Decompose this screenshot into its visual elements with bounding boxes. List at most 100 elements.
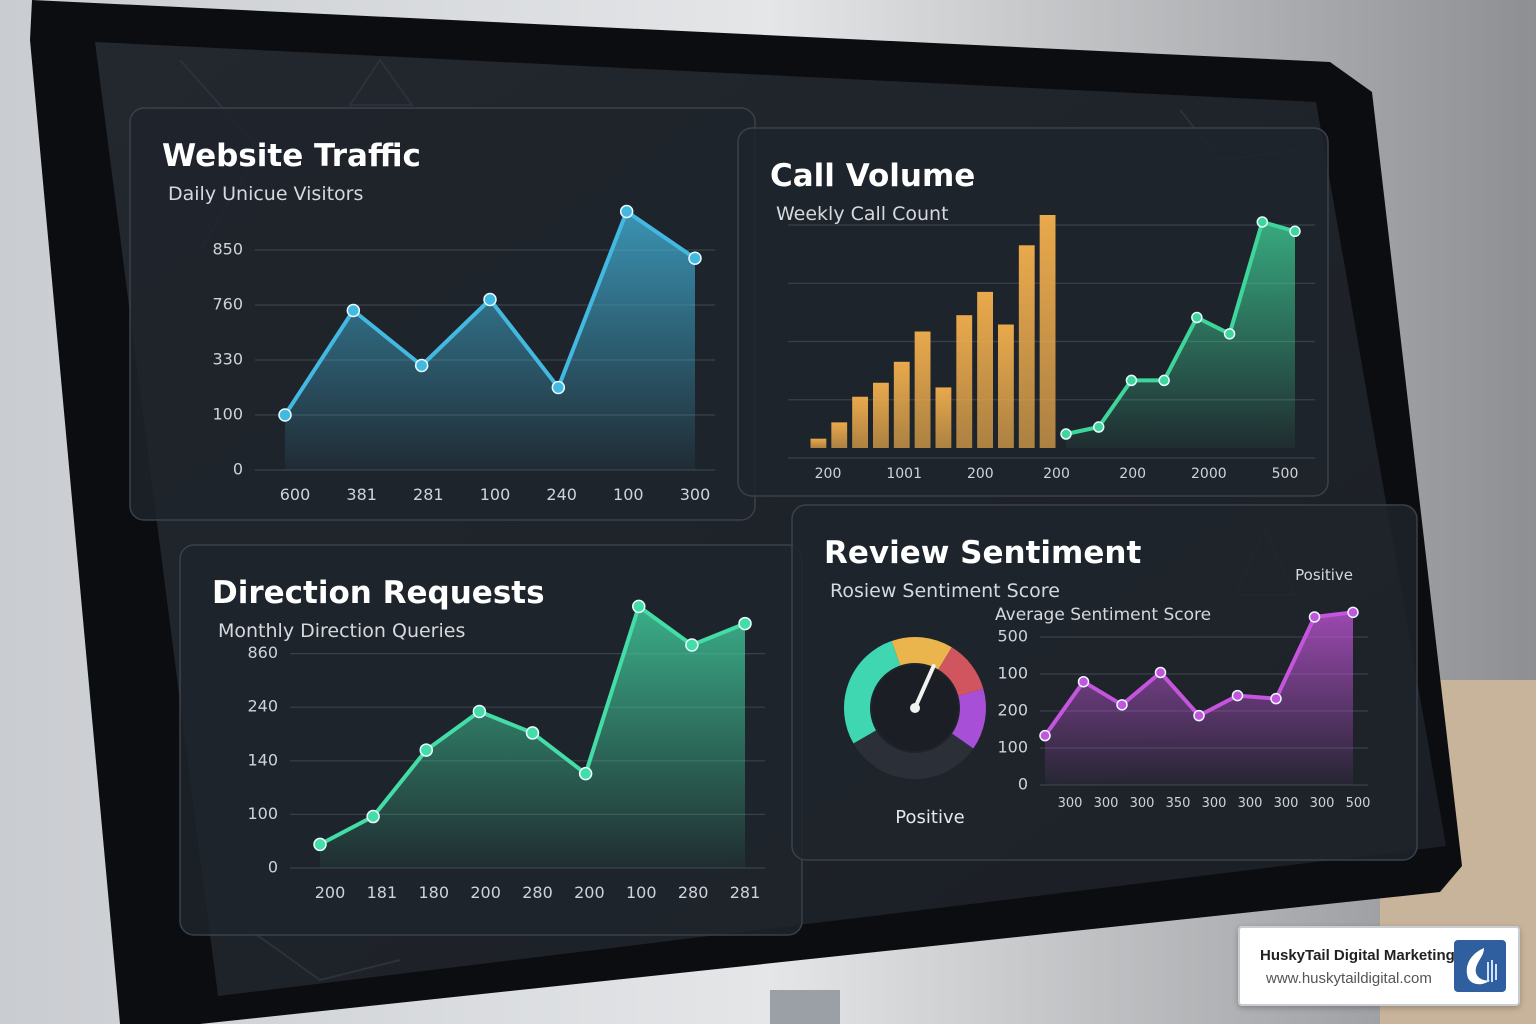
data-point: [1092, 421, 1105, 433]
x-tick-label: 200: [967, 466, 994, 482]
bar: [956, 315, 973, 448]
gauge-label: Positive: [895, 807, 964, 828]
line: [1064, 220, 1297, 436]
x-tick-label: 600: [280, 485, 311, 504]
y-tick-label: 0: [268, 858, 278, 877]
bar: [852, 396, 868, 448]
data-point: [419, 743, 433, 757]
data-point: [1154, 666, 1167, 679]
gauge-needle: [913, 663, 936, 710]
data-point: [366, 809, 380, 824]
panel-title: Direction Requests: [212, 575, 545, 611]
data-point: [1223, 328, 1236, 340]
bar: [977, 291, 993, 448]
y-tick-label: 760: [212, 295, 243, 314]
brand-url: www.huskytaildigital.com: [1266, 970, 1432, 987]
bar: [914, 331, 931, 448]
gauge-segment: [844, 640, 901, 744]
bar: [831, 422, 848, 448]
x-tick-label: 100: [626, 883, 657, 902]
x-tick-label: 300: [1238, 796, 1263, 811]
monitor-stand: [770, 990, 840, 1024]
x-tick-label: 200: [815, 466, 842, 482]
gauge-segment: [853, 730, 974, 779]
data-point: [483, 292, 497, 307]
y-tick-label: 850: [212, 240, 243, 259]
area: [285, 211, 695, 470]
x-tick-label: 300: [1310, 796, 1335, 811]
x-tick-label: 200: [574, 883, 605, 902]
x-tick-label: 200: [315, 883, 346, 902]
data-point: [1289, 225, 1301, 238]
panel-subtitle: Weekly Call Count: [776, 203, 949, 225]
x-tick-label: 280: [522, 883, 553, 902]
y-tick-label: 100: [997, 664, 1028, 683]
x-tick-label: 240: [546, 485, 577, 504]
y-tick-label: 500: [997, 627, 1028, 646]
x-tick-label: 500: [1346, 796, 1371, 811]
x-tick-label: 300: [1058, 796, 1083, 811]
area: [1045, 612, 1353, 785]
panel-subtitle: Rosiew Sentiment Score: [830, 580, 1060, 602]
gauge-hub: [910, 703, 920, 713]
x-tick-label: 1001: [886, 466, 922, 482]
x-tick-label: 300: [1094, 796, 1119, 811]
panel-subtitle: Daily Unicue Visitors: [168, 183, 363, 205]
data-point: [1270, 692, 1282, 705]
x-tick-label: 300: [1274, 796, 1299, 811]
data-point: [738, 616, 752, 631]
data-point: [1256, 216, 1269, 228]
x-tick-label: 180: [418, 883, 449, 902]
x-tick-label: 300: [1202, 796, 1227, 811]
bar: [893, 361, 910, 448]
x-tick-label: 500: [1272, 466, 1299, 482]
x-tick-label: 200: [470, 883, 501, 902]
data-point: [1039, 729, 1051, 742]
x-tick-label: 200: [1119, 466, 1146, 482]
x-tick-label: 200: [1043, 466, 1070, 482]
x-tick-label: 300: [1130, 796, 1155, 811]
y-tick-label: 330: [212, 350, 243, 369]
bar: [810, 438, 827, 448]
data-point: [688, 251, 702, 265]
y-tick-label: 100: [997, 738, 1028, 757]
y-tick-label: 200: [997, 701, 1028, 720]
data-point: [346, 303, 361, 318]
data-point: [1125, 374, 1138, 387]
x-tick-label: 300: [680, 485, 711, 504]
data-point: [1077, 675, 1090, 688]
bar: [1039, 215, 1056, 448]
x-tick-label: 281: [730, 883, 761, 902]
bar: [1018, 245, 1035, 448]
x-tick-label: 2000: [1191, 466, 1227, 482]
data-point: [632, 599, 646, 614]
data-point: [1347, 606, 1359, 619]
panel-title: Call Volume: [770, 158, 975, 194]
y-tick-label: 0: [1018, 775, 1028, 794]
data-point: [472, 704, 487, 719]
x-tick-label: 181: [367, 883, 398, 902]
brand-name: HuskyTail Digital Marketing: [1260, 947, 1455, 964]
data-point: [1193, 709, 1205, 722]
data-point: [685, 638, 699, 652]
x-tick-label: 100: [613, 485, 644, 504]
panel-title: Review Sentiment: [824, 535, 1141, 571]
data-point: [278, 408, 292, 422]
data-point: [414, 358, 429, 373]
gauge-segment: [891, 637, 952, 670]
data-point: [619, 204, 634, 219]
data-point: [1060, 428, 1072, 440]
bar: [873, 382, 889, 448]
area: [1066, 222, 1295, 448]
brand-logo: [1454, 940, 1506, 992]
line-title: Average Sentiment Score: [995, 605, 1211, 625]
gauge-segment: [951, 688, 986, 749]
x-tick-label: 381: [346, 485, 377, 504]
x-tick-label: 350: [1166, 796, 1191, 811]
annotation: Positive: [1295, 566, 1353, 584]
y-tick-label: 860: [247, 643, 278, 662]
data-point: [1308, 611, 1321, 623]
y-tick-label: 100: [247, 804, 278, 823]
y-tick-label: 140: [247, 750, 278, 769]
